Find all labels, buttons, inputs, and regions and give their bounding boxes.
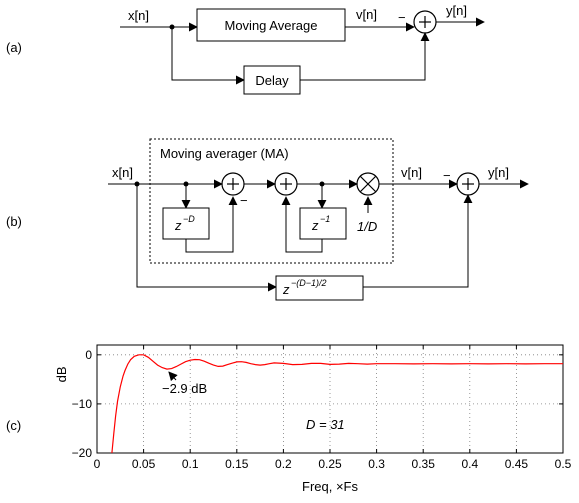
svg-text:z: z xyxy=(174,218,182,233)
panel-a-moving-average-block xyxy=(196,8,346,42)
x-tick-label: 0.5 xyxy=(555,457,572,471)
panel-a-moving-average-label: Moving Average xyxy=(225,18,318,33)
z1-delay-block xyxy=(299,207,347,240)
panel-c-tag: (c) xyxy=(6,418,21,433)
svg-text:−1: −1 xyxy=(320,214,330,224)
chart-d-label: D = 31 xyxy=(306,417,345,432)
moving-averager-label: Moving averager (MA) xyxy=(160,146,289,161)
svg-text:z: z xyxy=(311,218,319,233)
svg-text:z: z xyxy=(282,282,290,297)
panel-b-input-label: x[n] xyxy=(112,165,133,180)
zD-delay-block xyxy=(162,207,210,240)
y-tick-label: 0 xyxy=(85,348,92,362)
plot-frame xyxy=(96,344,564,454)
x-tick-label: 0.05 xyxy=(132,457,156,471)
panel-b-output-adder xyxy=(456,172,480,196)
panel-c: (c) 0 0.05 0.1 0.15 0.2 0.25 0.3 0.35 0.4 0.45 0.5… xyxy=(6,344,572,494)
x-tick-label: 0.2 xyxy=(275,457,292,471)
y-axis-label: dB xyxy=(54,367,69,383)
x-tick-label: 0.25 xyxy=(318,457,342,471)
panel-b-delay-block xyxy=(275,275,364,301)
z1-label: z −1 xyxy=(311,214,330,233)
panel-b-gain-label: 1/D xyxy=(357,219,377,234)
response-curve xyxy=(111,354,563,454)
panel-b-delay-path-out xyxy=(363,194,473,288)
panel-a-tag: (a) xyxy=(6,40,22,55)
panel-b-zD-out-line xyxy=(185,196,238,253)
x-tick-label: 0.3 xyxy=(368,457,385,471)
panel-a-minus-sign: − xyxy=(398,10,406,25)
x-tick-label: 0.1 xyxy=(182,457,199,471)
x-tick-label: 0.35 xyxy=(412,457,436,471)
panel-b-delay-label: z −(D−1)/2 xyxy=(282,278,327,297)
panel-b: (b) Moving averager (MA) x[n] z −D − xyxy=(6,138,529,301)
x-tick-label: 0 xyxy=(94,457,101,471)
panel-a-delay-block xyxy=(243,65,301,95)
panel-a-delay-label: Delay xyxy=(255,73,289,88)
multiplier-symbol xyxy=(356,172,380,196)
annotation-arrow xyxy=(168,371,178,382)
x-axis-label: Freq, ×Fs xyxy=(302,479,358,494)
panel-b-v-label: v[n] xyxy=(401,165,422,180)
panel-a: (a) x[n] Moving Average v[n] − y[n] Dela… xyxy=(6,3,485,95)
panel-b-adder-1 xyxy=(221,172,245,196)
panel-b-tag: (b) xyxy=(6,214,22,229)
panel-b-output-label: y[n] xyxy=(488,165,509,180)
zD-label: z −D xyxy=(174,214,195,233)
panel-a-delay-path-in xyxy=(171,27,245,85)
panel-b-inner-minus: − xyxy=(240,193,248,208)
panel-b-outer-minus: − xyxy=(443,168,451,183)
panel-a-delay-path-out xyxy=(300,32,430,81)
panel-b-z1-feedback-line xyxy=(281,196,323,253)
chart-annotation-label: −2.9 dB xyxy=(162,381,207,396)
panel-a-input-label: x[n] xyxy=(128,8,149,23)
moving-averager-dashed-box xyxy=(149,138,394,264)
svg-text:−(D−1)/2: −(D−1)/2 xyxy=(291,278,327,288)
frequency-response-chart: 0 0.05 0.1 0.15 0.2 0.25 0.3 0.35 0.4 0.45 0.5 0 −10… xyxy=(54,344,572,494)
panel-a-v-label: v[n] xyxy=(356,7,377,22)
panel-a-output-label: y[n] xyxy=(446,3,467,18)
x-tick-label: 0.45 xyxy=(505,457,529,471)
panel-a-adder xyxy=(413,10,437,34)
x-tick-label: 0.4 xyxy=(461,457,478,471)
y-tick-label: −10 xyxy=(72,397,93,411)
svg-text:−D: −D xyxy=(183,214,195,224)
panel-b-delay-path-in xyxy=(136,184,277,292)
x-tick-label: 0.15 xyxy=(225,457,249,471)
panel-b-adder-2 xyxy=(274,172,298,196)
y-tick-label: −20 xyxy=(72,446,93,460)
